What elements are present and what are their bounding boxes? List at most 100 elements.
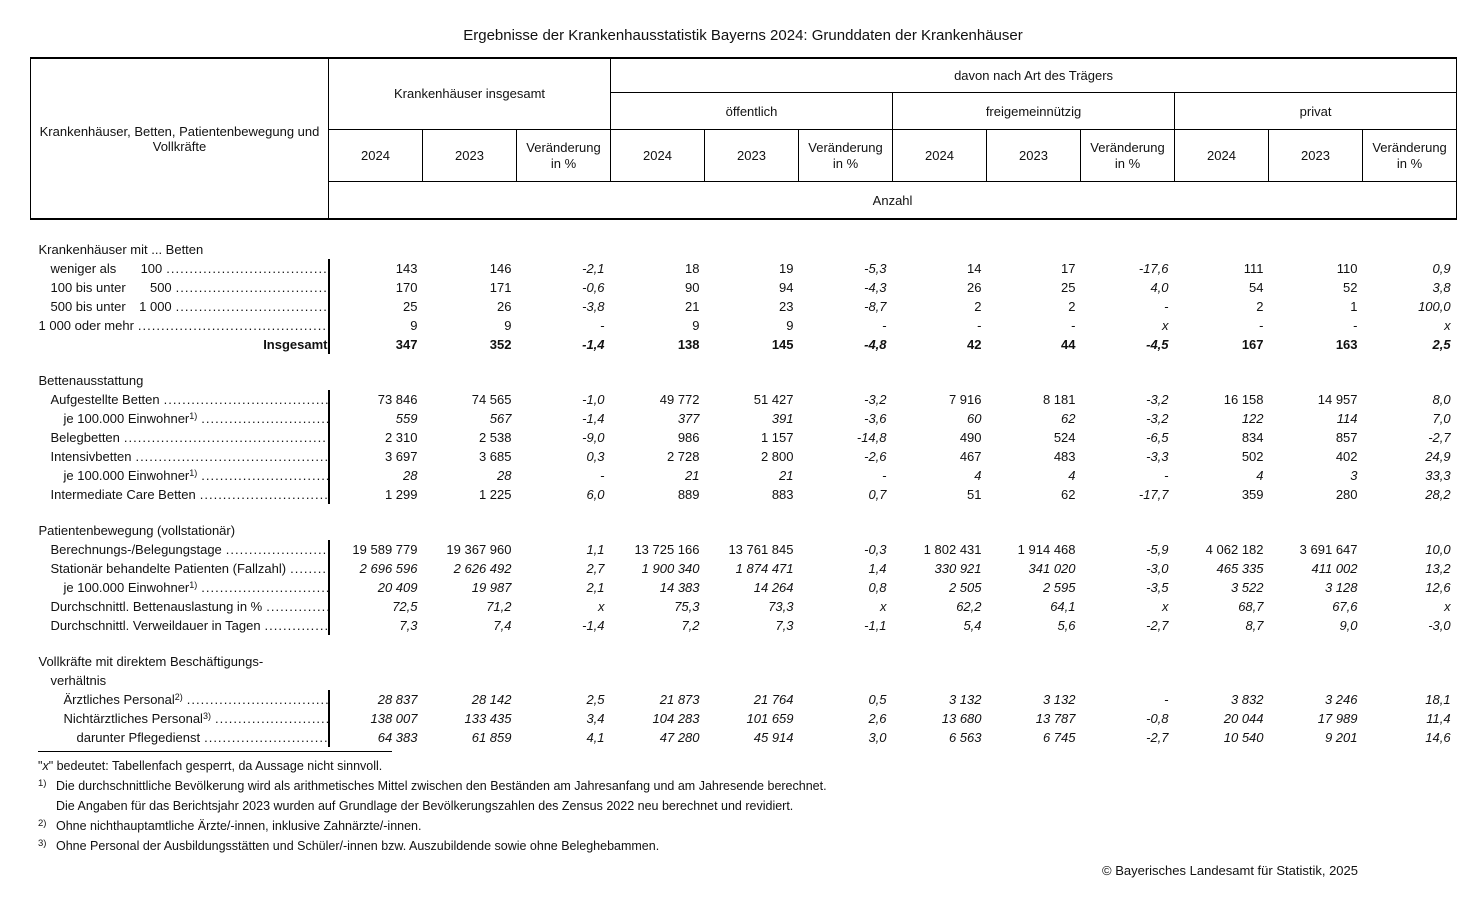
value-cell: 64 383	[377, 730, 418, 745]
table-row: Belegbetten.............................…	[30, 428, 1457, 447]
value-cell: 14,6	[1425, 730, 1451, 745]
value-cell: -1,1	[864, 618, 887, 633]
value-cell: 49 772	[659, 392, 700, 407]
value-cell: 402	[1335, 449, 1358, 464]
value-cell: x	[1444, 599, 1451, 614]
statistics-table: Krankenhäuser, Betten, Patientenbewegung…	[30, 57, 1458, 747]
col-header-year: 2024	[892, 129, 988, 182]
value-cell: 18,1	[1425, 692, 1451, 707]
value-cell: 21 764	[753, 692, 794, 707]
row-label: Belegbetten	[50, 430, 120, 445]
value-cell: 20 409	[377, 580, 418, 595]
value-cell: -5,9	[1146, 542, 1169, 557]
value-cell: 20 044	[1223, 711, 1264, 726]
table-row: darunter Pflegedienst...................…	[30, 728, 1457, 747]
table-row: Intermediate Care Betten................…	[30, 485, 1457, 504]
value-cell: 6,0	[586, 487, 605, 502]
col-header-year: 2024	[1174, 129, 1270, 182]
section-header: Krankenhäuser mit ... Betten	[38, 242, 204, 257]
value-cell: 60	[967, 411, 982, 426]
value-cell: 42	[967, 337, 982, 352]
value-cell: 16 158	[1223, 392, 1264, 407]
value-cell: 9 201	[1324, 730, 1358, 745]
section-header-row: Bettenausstattung	[31, 371, 1457, 390]
value-cell: -5,3	[864, 261, 887, 276]
value-cell: 0,9	[1432, 261, 1451, 276]
row-label-cell: Insgesamt	[30, 335, 330, 354]
value-cell: 490	[959, 430, 982, 445]
footnote-marker: 1)	[189, 468, 198, 478]
col-header-year: 2024	[610, 129, 706, 182]
row-label: Ärztliches Personal	[63, 692, 175, 707]
value-cell: 73,3	[768, 599, 794, 614]
row-label: Berechnungs-/Belegungstage	[50, 542, 222, 557]
value-cell: 163	[1335, 337, 1358, 352]
value-cell: 64,1	[1050, 599, 1076, 614]
value-cell: 411 002	[1311, 561, 1358, 576]
value-cell: 2 800	[760, 449, 794, 464]
value-cell: 483	[1053, 449, 1076, 464]
row-label-cell: 100 bis unter 500........................…	[30, 278, 330, 297]
value-cell: 25	[1061, 280, 1076, 295]
value-cell: -2,7	[1146, 618, 1169, 633]
leader-dots: ........................................…	[266, 599, 327, 614]
value-cell: 114	[1336, 411, 1358, 426]
value-cell: 68,7	[1238, 599, 1264, 614]
value-cell: 10 540	[1223, 730, 1264, 745]
row-label: 100 bis unter	[50, 280, 126, 295]
table-row: Berechnungs-/Belegungstage..............…	[30, 540, 1457, 559]
section-header-row: Krankenhäuser mit ... Betten	[31, 240, 1457, 259]
row-label-cell: Belegbetten.............................…	[30, 428, 330, 447]
footnote-line: Ohne Personal der Ausbildungsstätten und…	[56, 839, 660, 853]
value-cell: 138 007	[370, 711, 418, 726]
value-cell: 26	[497, 299, 512, 314]
value-cell: -1,4	[582, 618, 605, 633]
value-cell: -0,6	[582, 280, 605, 295]
value-cell: -2,7	[1146, 730, 1169, 745]
footnote-marker: 1)	[189, 411, 198, 421]
table-row: je 100.000 Einwohner 1)..................…	[30, 578, 1457, 597]
value-cell: -3,6	[864, 411, 887, 426]
value-cell: 2	[1256, 299, 1264, 314]
table-row: Ärztliches Personal 2)...................…	[30, 690, 1457, 709]
value-cell: 11,4	[1426, 711, 1451, 726]
value-cell: 73 846	[377, 392, 418, 407]
row-label-range: 500	[149, 280, 172, 295]
value-cell: 2 696 596	[359, 561, 418, 576]
value-cell: -4,3	[864, 280, 887, 295]
value-cell: 10,0	[1425, 542, 1451, 557]
value-cell: 834	[1241, 430, 1264, 445]
value-cell: -1,4	[582, 411, 605, 426]
col-header-year: 2023	[704, 129, 800, 182]
value-cell: -2,1	[582, 261, 605, 276]
value-cell: 9	[504, 318, 512, 333]
footnote-text: Die durchschnittliche Bevölkerung wird a…	[56, 776, 827, 816]
value-cell: 3 128	[1324, 580, 1358, 595]
row-label: je 100.000 Einwohner	[63, 468, 190, 483]
row-label: je 100.000 Einwohner	[63, 411, 190, 426]
row-label-cell: 1 000 oder mehr.........................…	[30, 316, 330, 335]
value-cell: 3 132	[948, 692, 982, 707]
value-cell: 28	[497, 468, 512, 483]
value-cell: 3 685	[478, 449, 512, 464]
value-cell: 54	[1249, 280, 1264, 295]
value-cell: -17,6	[1138, 261, 1169, 276]
row-label-cell: je 100.000 Einwohner 1)..................…	[30, 578, 330, 597]
value-cell: 94	[779, 280, 794, 295]
value-cell: 2 310	[384, 430, 418, 445]
table-header: Krankenhäuser, Betten, Patientenbewegung…	[30, 57, 1458, 220]
table-row: je 100.000 Einwohner 1)..................…	[30, 409, 1457, 428]
value-cell: 2,6	[868, 711, 887, 726]
value-cell: 26	[967, 280, 982, 295]
value-cell: 347	[395, 337, 418, 352]
col-group-total: Krankenhäuser insgesamt	[327, 57, 612, 130]
value-cell: 9	[692, 318, 700, 333]
col-header-change: Veränderung in %	[515, 129, 612, 182]
value-cell: 7,0	[1432, 411, 1451, 426]
value-cell: 167	[1241, 337, 1264, 352]
value-cell: 19 589 779	[352, 542, 418, 557]
row-label-cell: Ärztliches Personal 2)...................…	[30, 690, 330, 709]
table-row: Durchschnittl. Verweildauer in Tagen....…	[30, 616, 1457, 635]
value-cell: 14 957	[1317, 392, 1358, 407]
leader-dots: ........................................…	[123, 430, 327, 445]
